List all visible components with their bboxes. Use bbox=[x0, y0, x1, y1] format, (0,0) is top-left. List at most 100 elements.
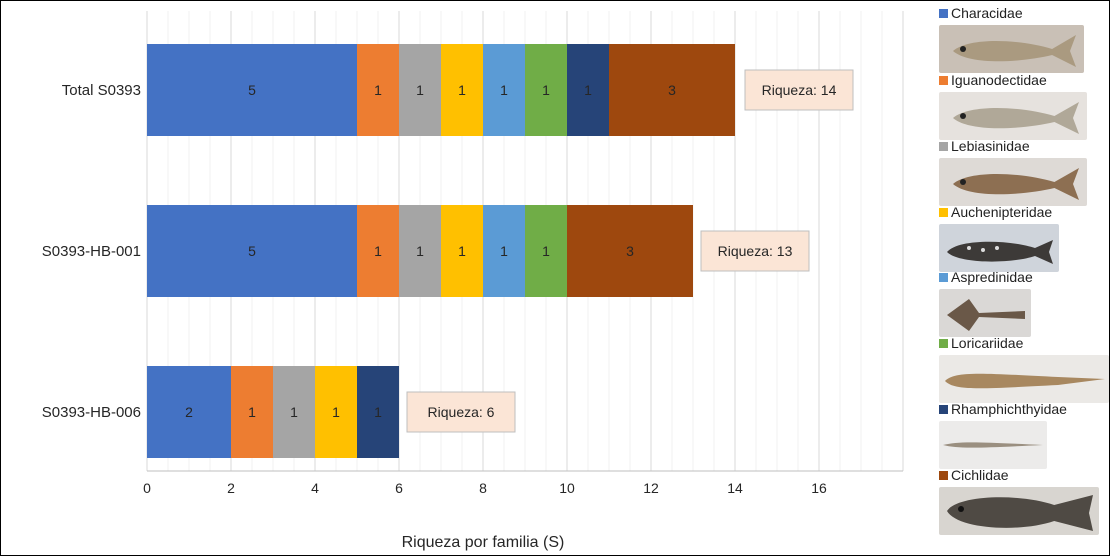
legend-label: Auchenipteridae bbox=[951, 204, 1053, 220]
bar-segment bbox=[399, 205, 441, 297]
bar-data-label: 1 bbox=[290, 404, 298, 420]
bar-data-label: 1 bbox=[416, 82, 424, 98]
bar-segment bbox=[483, 205, 525, 297]
legend-label: Lebiasinidae bbox=[951, 138, 1030, 154]
legend-label: Rhamphichthyidae bbox=[951, 401, 1067, 417]
bar-segment bbox=[357, 366, 399, 458]
y-category-label: S0393-HB-001 bbox=[42, 243, 141, 260]
bar-segment bbox=[441, 205, 483, 297]
fish-photo-icon bbox=[939, 224, 1059, 272]
bar-segment bbox=[399, 44, 441, 136]
annotation-box bbox=[700, 230, 810, 272]
fish-photo-icon bbox=[939, 25, 1084, 73]
legend-item: Characidae bbox=[939, 5, 1110, 73]
legend-entry: Rhamphichthyidae bbox=[939, 401, 1110, 417]
fish-photo-icon bbox=[939, 421, 1047, 469]
bar-segment bbox=[231, 366, 273, 458]
annotation-box bbox=[406, 391, 516, 433]
fish-photo-icon bbox=[939, 92, 1087, 140]
legend-label: Characidae bbox=[951, 5, 1023, 21]
fish-photo-icon bbox=[939, 355, 1109, 403]
bar-data-label: 1 bbox=[374, 243, 382, 259]
legend-item: Aspredinidae bbox=[939, 269, 1110, 337]
x-tick-label: 14 bbox=[727, 480, 743, 496]
legend-label: Iguanodectidae bbox=[951, 72, 1047, 88]
x-tick-label: 0 bbox=[143, 480, 151, 496]
legend-label: Aspredinidae bbox=[951, 269, 1033, 285]
richness-annotation: Riqueza: 6 bbox=[406, 391, 516, 433]
bar-data-label: 1 bbox=[500, 243, 508, 259]
x-tick-label: 8 bbox=[479, 480, 487, 496]
legend-entry: Loricariidae bbox=[939, 335, 1110, 351]
x-tick-label: 16 bbox=[811, 480, 827, 496]
bar-data-label: 3 bbox=[668, 82, 676, 98]
bar-segment bbox=[273, 366, 315, 458]
legend-item: Lebiasinidae bbox=[939, 138, 1110, 206]
bar-stack: 5 1 1 1 1 1 1 3 Riqueza: 14 bbox=[147, 44, 854, 136]
legend-item: Iguanodectidae bbox=[939, 72, 1110, 140]
bar-segment bbox=[525, 205, 567, 297]
bar-segment bbox=[315, 366, 357, 458]
bar-data-label: 1 bbox=[332, 404, 340, 420]
legend-swatch bbox=[939, 141, 948, 151]
legend-swatch bbox=[939, 207, 948, 217]
bar-segment bbox=[609, 44, 735, 136]
fish-photo-icon bbox=[939, 158, 1087, 206]
legend-item: Auchenipteridae bbox=[939, 204, 1110, 272]
bar-data-label: 2 bbox=[185, 404, 193, 420]
bar-stack: 5 1 1 1 1 1 3 Riqueza: 13 bbox=[147, 205, 810, 297]
x-tick-label: 2 bbox=[227, 480, 235, 496]
legend-swatch bbox=[939, 470, 948, 480]
bar-data-label: 1 bbox=[458, 82, 466, 98]
bar-data-label: 1 bbox=[248, 404, 256, 420]
annotation-text: Riqueza: 13 bbox=[718, 243, 793, 259]
y-category-label: S0393-HB-006 bbox=[42, 404, 141, 421]
bar-data-label: 1 bbox=[500, 82, 508, 98]
bar-data-label: 1 bbox=[542, 243, 550, 259]
legend-swatch bbox=[939, 8, 948, 18]
legend-entry: Auchenipteridae bbox=[939, 204, 1110, 220]
bar-segment bbox=[147, 366, 231, 458]
bar-data-label: 1 bbox=[542, 82, 550, 98]
legend-entry: Aspredinidae bbox=[939, 269, 1110, 285]
legend-swatch bbox=[939, 338, 948, 348]
legend-swatch bbox=[939, 75, 948, 85]
annotation-text: Riqueza: 14 bbox=[762, 82, 837, 98]
fish-photo-icon bbox=[939, 487, 1099, 535]
x-tick-label: 12 bbox=[643, 480, 659, 496]
x-tick-label: 4 bbox=[311, 480, 319, 496]
richness-annotation: Riqueza: 13 bbox=[700, 230, 810, 272]
bar-segment bbox=[567, 44, 609, 136]
bar-segment bbox=[147, 44, 357, 136]
bar-data-label: 1 bbox=[374, 82, 382, 98]
x-axis-title: Riqueza por familia (S) bbox=[402, 534, 565, 551]
legend-swatch bbox=[939, 404, 948, 414]
bar-segment bbox=[357, 44, 399, 136]
bar-stack: 2 1 1 1 1 Riqueza: 6 bbox=[147, 366, 516, 458]
bar-data-label: 5 bbox=[248, 82, 256, 98]
annotation-box bbox=[744, 69, 854, 111]
x-tick-label: 6 bbox=[395, 480, 403, 496]
legend-swatch bbox=[939, 272, 948, 282]
bar-data-label: 5 bbox=[248, 243, 256, 259]
legend-label: Loricariidae bbox=[951, 335, 1024, 351]
legend-item: Rhamphichthyidae bbox=[939, 401, 1110, 469]
bar-segment bbox=[567, 205, 693, 297]
bar-segment bbox=[441, 44, 483, 136]
bar-data-label: 1 bbox=[416, 243, 424, 259]
x-tick-label: 10 bbox=[559, 480, 575, 496]
legend: Characidae Iguanodectidae Lebiasinidae Auch… bbox=[939, 5, 1110, 555]
x-tick-labels: 0 2 4 6 8 10 12 14 16 bbox=[143, 480, 827, 496]
legend-entry: Lebiasinidae bbox=[939, 138, 1110, 154]
legend-item: Cichlidae bbox=[939, 467, 1110, 535]
fish-photo-icon bbox=[939, 289, 1031, 337]
y-category-label: Total S0393 bbox=[62, 82, 141, 99]
bar-data-label: 1 bbox=[374, 404, 382, 420]
bar-data-label: 1 bbox=[458, 243, 466, 259]
legend-entry: Characidae bbox=[939, 5, 1110, 21]
richness-annotation: Riqueza: 14 bbox=[744, 69, 854, 111]
annotation-text: Riqueza: 6 bbox=[428, 404, 495, 420]
legend-label: Cichlidae bbox=[951, 467, 1009, 483]
